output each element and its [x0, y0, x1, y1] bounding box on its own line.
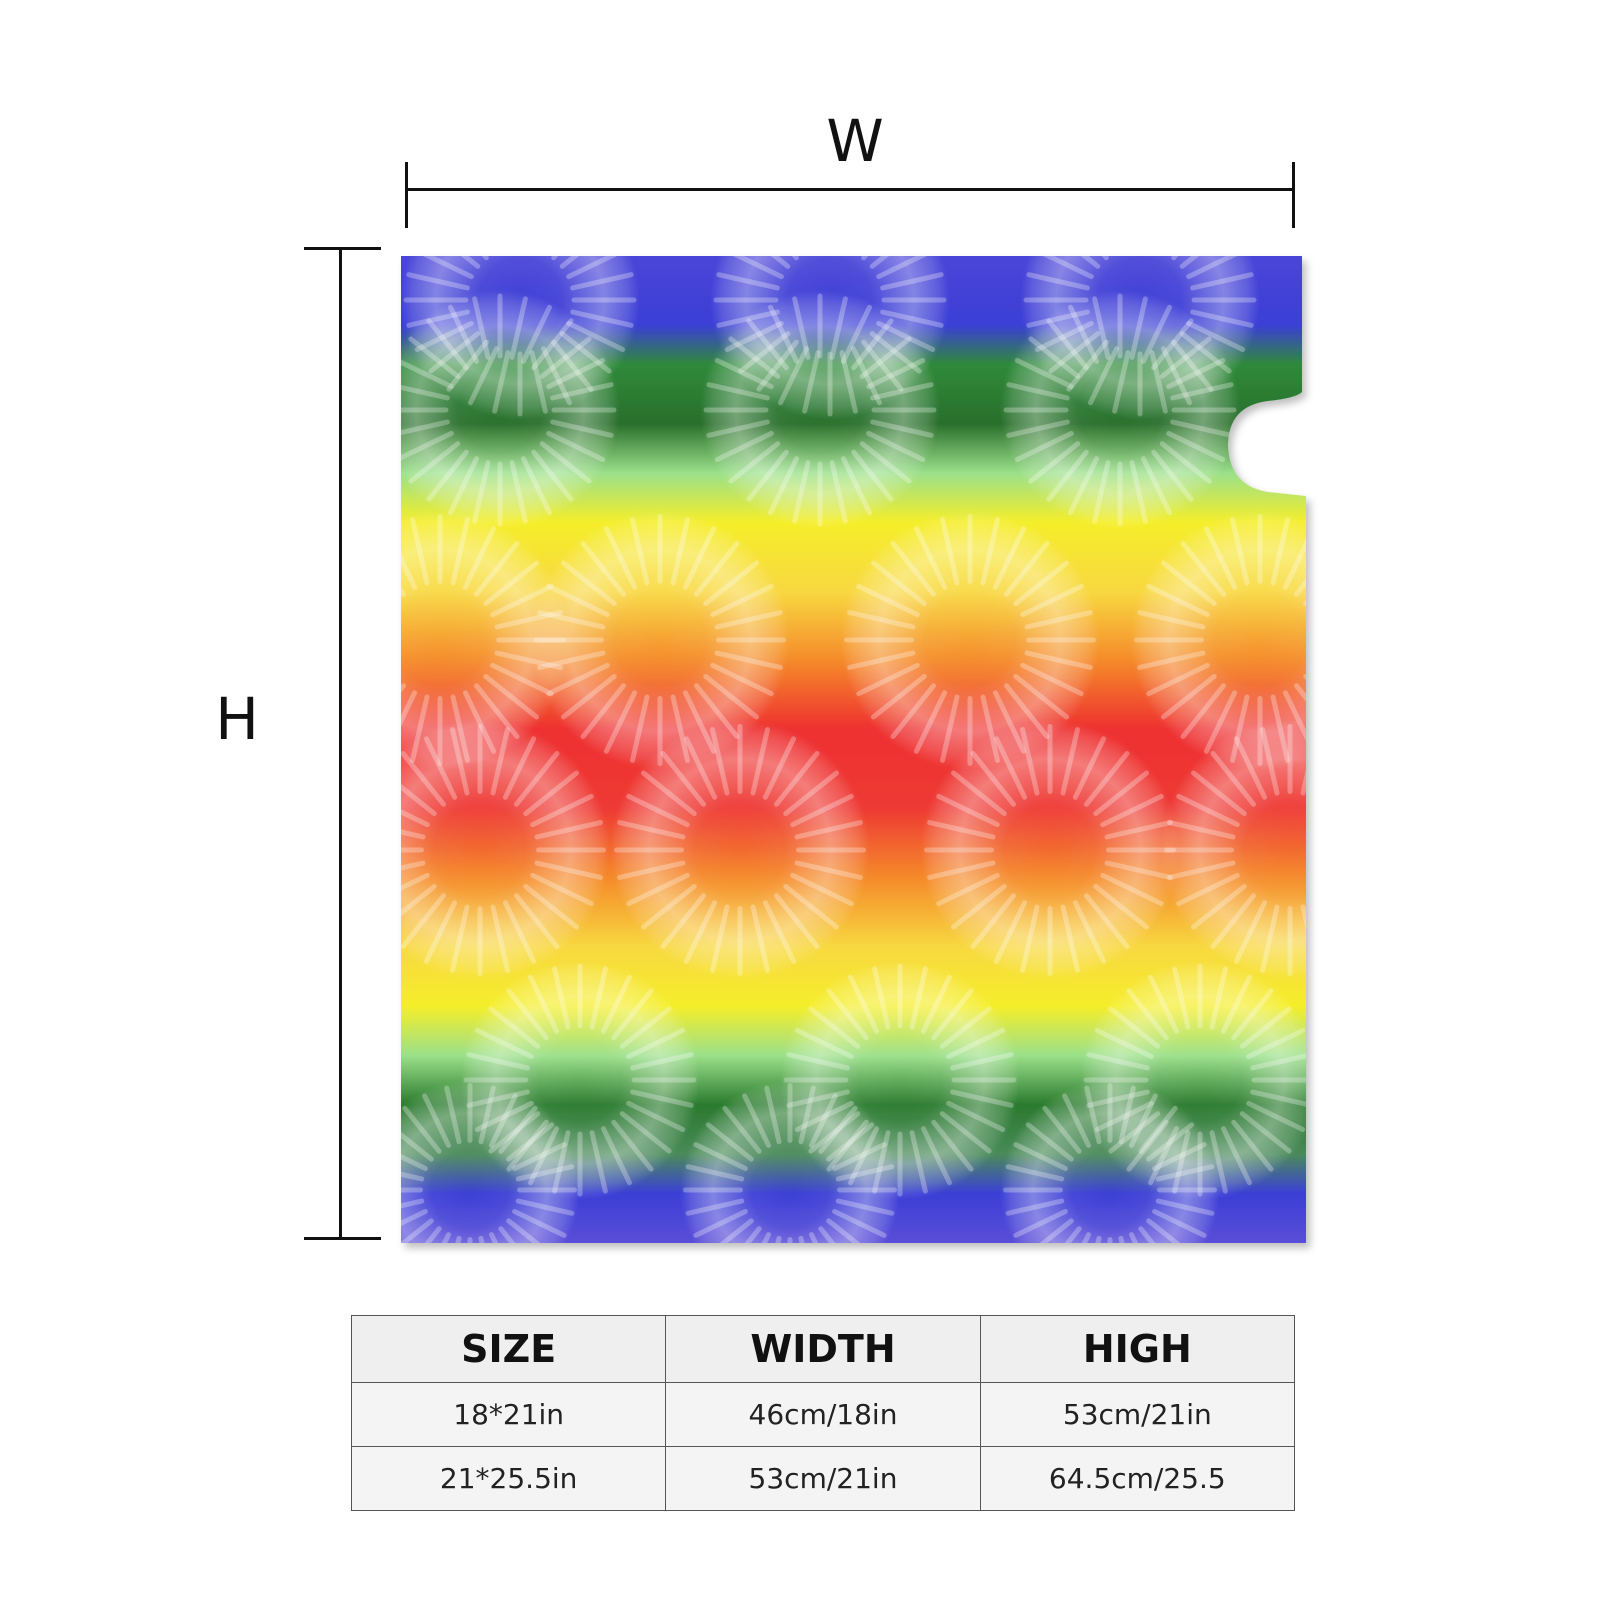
tie-dye-ray	[759, 211, 796, 258]
size-table: SIZE WIDTH HIGH 18*21in 46cm/18in 53cm/2…	[351, 1315, 1295, 1511]
tie-dye-ray	[1326, 896, 1367, 947]
tie-dye-ray	[864, 211, 901, 258]
width-cell: 53cm/21in	[666, 1447, 980, 1511]
tie-dye-ray	[1315, 739, 1343, 798]
tie-dye-ray	[805, 189, 818, 247]
tie-dye-ray	[1347, 863, 1410, 877]
tie-dye-ray	[1336, 886, 1387, 927]
tie-dye-ray	[1326, 753, 1367, 804]
width-header: WIDTH	[666, 1316, 980, 1383]
tie-dye-ray	[781, 197, 807, 251]
tie-dye-ray	[1317, 613, 1380, 627]
tie-dye-ray	[320, 653, 383, 667]
tie-dye-ray	[481, 1238, 493, 1292]
tie-dye-ray	[329, 665, 388, 693]
tie-dye-ray	[554, 211, 591, 258]
tie-dye-ray	[1336, 773, 1387, 814]
table-row: 18*21in 46cm/18in 53cm/21in	[352, 1383, 1295, 1447]
tie-dye-ray	[1163, 197, 1189, 251]
high-cell: 53cm/21in	[980, 1383, 1294, 1447]
tie-dye-ray	[449, 211, 486, 258]
tie-dye-ray	[343, 676, 394, 717]
tie-dye-ray	[1343, 875, 1402, 903]
high-cell: 64.5cm/25.5	[980, 1447, 1294, 1511]
tie-dye-ray	[1152, 189, 1165, 247]
tie-dye-ray	[363, 543, 404, 594]
tie-dye-ray	[1087, 1238, 1099, 1292]
tie-dye-ray	[320, 613, 383, 627]
tie-dye-ray	[447, 1238, 459, 1292]
table-row: 21*25.5in 53cm/21in 64.5cm/25.5	[352, 1447, 1295, 1511]
tie-dye-ray	[471, 197, 497, 251]
tie-dye-ray	[853, 197, 879, 251]
tie-dye-ray	[1347, 823, 1410, 837]
tie-dye-ray	[543, 197, 569, 251]
tie-dye-ray	[495, 189, 508, 247]
tie-dye-ray	[1069, 211, 1106, 258]
high-header: HIGH	[980, 1316, 1294, 1383]
size-cell: 21*25.5in	[352, 1447, 666, 1511]
tie-dye-ray	[532, 189, 545, 247]
tie-dye-ray	[767, 1238, 779, 1292]
tie-dye-ray	[1315, 903, 1343, 962]
tie-dye-ray	[1174, 211, 1211, 258]
tie-dye-ray	[842, 189, 855, 247]
tie-dye-ray	[1306, 563, 1357, 604]
size-cell: 18*21in	[352, 1383, 666, 1447]
tie-dye-ray	[1343, 796, 1402, 824]
tie-dye-ray	[1115, 189, 1128, 247]
tie-dye-ray	[329, 586, 388, 614]
tie-dye-ray	[1313, 586, 1372, 614]
size-table-header-row: SIZE WIDTH HIGH	[352, 1316, 1295, 1383]
tie-dye-ray	[1121, 1238, 1133, 1292]
tie-dye-ray	[363, 686, 404, 737]
tie-dye-ray	[1091, 197, 1117, 251]
tie-dye-ray	[801, 1238, 813, 1292]
tie-dye-ray	[1317, 653, 1380, 667]
tie-dye-ray	[1306, 676, 1357, 717]
tie-dye-ray	[1313, 665, 1372, 693]
width-cell: 46cm/18in	[666, 1383, 980, 1447]
tie-dye-ray	[343, 563, 394, 604]
size-header: SIZE	[352, 1316, 666, 1383]
